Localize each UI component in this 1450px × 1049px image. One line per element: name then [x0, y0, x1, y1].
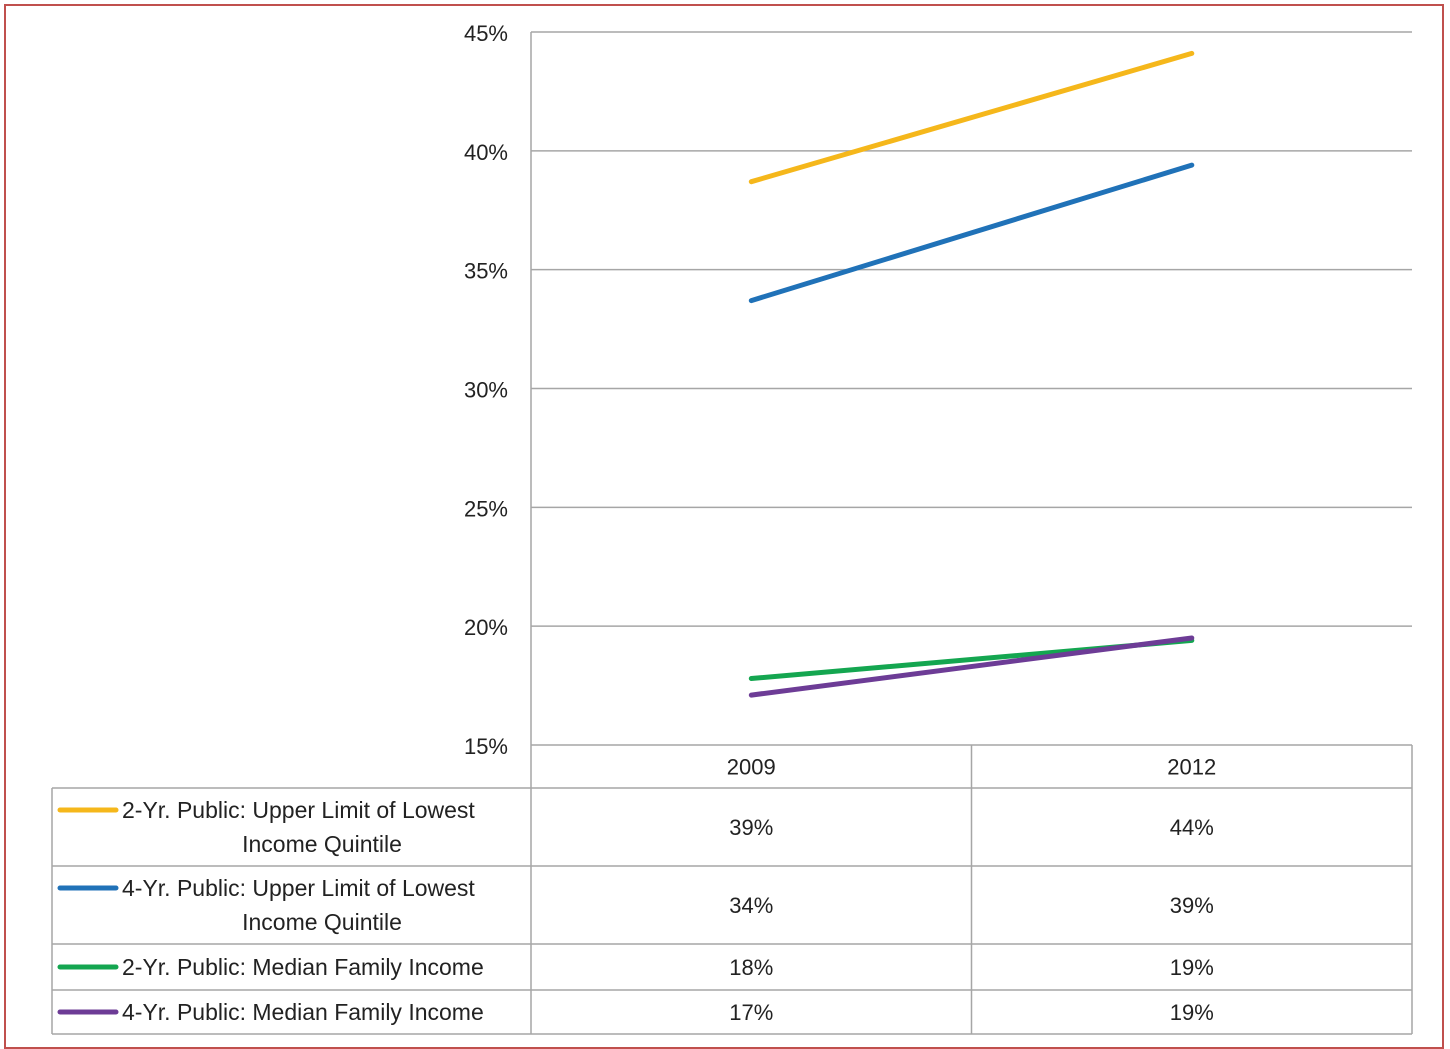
y-tick-label: 20%	[464, 615, 508, 640]
data-label: 17%	[729, 1000, 773, 1025]
series-lines	[748, 50, 1195, 698]
data-label: 19%	[1170, 1000, 1214, 1025]
data-label: 34%	[729, 893, 773, 918]
series-line-4	[748, 635, 1195, 698]
y-axis-tick-labels: 15% 20% 25% 30% 35% 40% 45%	[464, 21, 508, 759]
series-line-1	[748, 50, 1195, 185]
y-tick-label: 45%	[464, 21, 508, 46]
y-tick-label: 30%	[464, 378, 508, 403]
gridlines	[530, 31, 1412, 745]
y-tick-label: 25%	[464, 496, 508, 521]
y-tick-label: 35%	[464, 259, 508, 284]
legend-label: Income Quintile	[242, 909, 402, 935]
legend-label: 4-Yr. Public: Upper Limit of Lowest	[122, 875, 475, 901]
legend-label: 4-Yr. Public: Median Family Income	[122, 999, 484, 1025]
y-tick-label: 15%	[464, 734, 508, 759]
x-category-label: 2012	[1167, 755, 1216, 780]
x-category-label: 2009	[727, 755, 776, 780]
data-table: 2009 2012 2-Yr. Public: Upper Limit of Low…	[51, 744, 1413, 1035]
data-label: 39%	[729, 815, 773, 840]
y-tick-label: 40%	[464, 140, 508, 165]
data-label: 19%	[1170, 955, 1214, 980]
legend-label: 2-Yr. Public: Median Family Income	[122, 954, 484, 980]
legend-label: Income Quintile	[242, 831, 402, 857]
series-line-2	[748, 162, 1195, 304]
data-label: 44%	[1170, 815, 1214, 840]
legend-label: 2-Yr. Public: Upper Limit of Lowest	[122, 797, 475, 823]
data-label: 18%	[729, 955, 773, 980]
data-label: 39%	[1170, 893, 1214, 918]
